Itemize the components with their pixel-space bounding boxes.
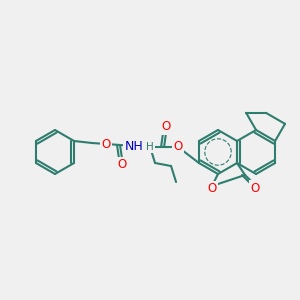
Text: O: O	[207, 182, 217, 196]
Text: O: O	[250, 182, 260, 194]
Text: H: H	[146, 142, 154, 152]
Text: O: O	[117, 158, 127, 172]
Text: NH: NH	[125, 140, 143, 152]
Text: O: O	[161, 121, 171, 134]
Text: O: O	[173, 140, 183, 154]
Text: O: O	[101, 137, 111, 151]
